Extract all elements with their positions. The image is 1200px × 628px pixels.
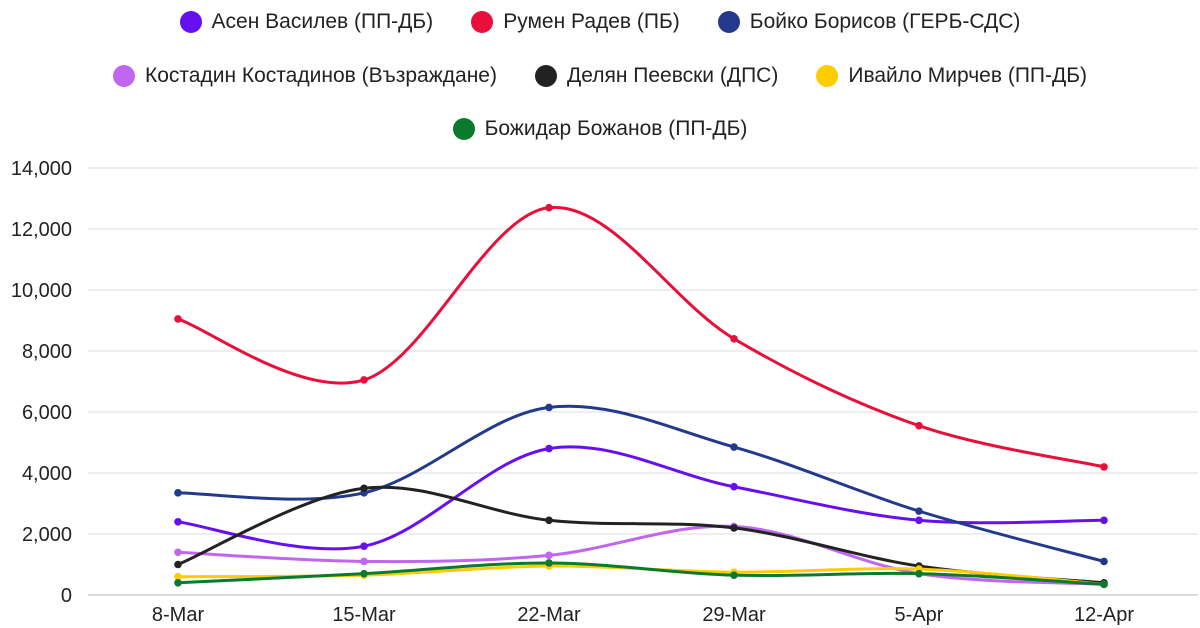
series-line: [176, 206, 1106, 469]
legend-label: Асен Василев (ПП-ДБ): [211, 10, 434, 33]
y-tick-label: 10,000: [11, 280, 72, 302]
y-tick-label: 0: [61, 585, 72, 607]
series-1: [174, 444, 1108, 551]
data-point: [545, 444, 553, 453]
data-point: [730, 482, 738, 491]
legend-label: Костадин Костадинов (Възраждане): [145, 64, 497, 87]
grid-lines: [88, 167, 1198, 596]
data-point: [915, 569, 923, 578]
series-4: [174, 522, 1108, 589]
data-point: [174, 489, 182, 497]
data-point: [1100, 557, 1108, 566]
data-point: [360, 569, 368, 578]
legend-item[interactable]: Костадин Костадинов (Възраждане): [113, 64, 497, 88]
data-point: [1100, 463, 1108, 471]
legend-marker-icon: [816, 65, 839, 87]
data-point: [730, 443, 738, 451]
data-point: [1100, 580, 1108, 589]
data-point: [545, 559, 553, 567]
data-point: [545, 403, 553, 412]
data-point: [545, 551, 553, 560]
data-point: [915, 507, 923, 515]
data-point: [174, 572, 182, 581]
data-point: [174, 315, 182, 323]
data-point: [174, 548, 182, 557]
x-tick-label: 22-Mar: [517, 604, 581, 626]
legend-label: Ивайло Мирчев (ПП-ДБ): [848, 64, 1087, 87]
x-tick-label: 12-Apr: [1074, 604, 1134, 626]
x-axis: 8-Mar 15-Mar 22-Mar 29-Mar 5-Apr 12-Apr: [152, 604, 1134, 626]
x-tick-label: 5-Apr: [895, 604, 944, 626]
legend-label: Делян Пеевски (ДПС): [566, 64, 779, 87]
legend-row-3: Божидар Божанов (ПП-ДБ): [0, 117, 1200, 141]
y-tick-label: 2,000: [22, 524, 72, 546]
data-point: [545, 516, 553, 525]
series-line: [176, 445, 1106, 551]
data-point: [545, 203, 553, 212]
data-point: [360, 484, 368, 493]
legend-item[interactable]: Румен Радев (ПБ): [471, 10, 680, 34]
series-3: [174, 403, 1108, 566]
x-tick-label: 8-Mar: [152, 604, 205, 626]
y-tick-label: 4,000: [22, 463, 72, 485]
series-2: [174, 203, 1108, 471]
legend-item[interactable]: Божидар Божанов (ПП-ДБ): [452, 117, 748, 141]
legend-label: Румен Радев (ПБ): [503, 10, 680, 33]
x-tick-label: 15-Mar: [332, 604, 396, 626]
series-line: [176, 524, 1106, 586]
data-point: [360, 557, 368, 566]
y-axis: 0 2,000 4,000 6,000 8,000 10,000 12,000 14,000: [11, 158, 72, 607]
data-point: [1100, 516, 1108, 525]
y-tick-label: 6,000: [22, 402, 72, 424]
legend-label: Божидар Божанов (ПП-ДБ): [484, 117, 748, 140]
data-point: [915, 421, 923, 430]
data-point: [360, 542, 368, 550]
series-line: [176, 561, 1106, 586]
legend-marker-icon: [452, 118, 475, 140]
data-point: [174, 560, 182, 569]
legend-marker-icon: [717, 11, 740, 33]
y-tick-label: 14,000: [11, 158, 72, 180]
data-point: [730, 335, 738, 343]
data-point: [915, 516, 923, 525]
data-point: [730, 524, 738, 532]
series-lines: [174, 203, 1108, 589]
legend-label: Бойко Борисов (ГЕРБ-СДС): [749, 10, 1021, 33]
legend-item[interactable]: Асен Василев (ПП-ДБ): [179, 10, 434, 34]
data-point: [174, 518, 182, 526]
legend-row-1: Асен Василев (ПП-ДБ) Румен Радев (ПБ) Бойк…: [0, 10, 1200, 34]
data-point: [174, 579, 182, 587]
legend-marker-icon: [113, 65, 135, 87]
y-tick-label: 12,000: [11, 219, 72, 241]
data-point: [360, 376, 368, 384]
legend-marker-icon: [534, 65, 557, 87]
series-line: [176, 404, 1106, 563]
legend-item[interactable]: Ивайло Мирчев (ПП-ДБ): [816, 64, 1087, 88]
series-7: [174, 559, 1108, 589]
y-tick-label: 8,000: [22, 341, 72, 363]
x-tick-label: 29-Mar: [702, 604, 766, 626]
legend-marker-icon: [471, 11, 494, 33]
legend-row-2: Костадин Костадинов (Възраждане) Делян Пе…: [0, 64, 1200, 88]
data-point: [730, 571, 738, 579]
legend-item[interactable]: Бойко Борисов (ГЕРБ-СДС): [717, 10, 1021, 34]
legend-marker-icon: [179, 11, 202, 33]
legend-item[interactable]: Делян Пеевски (ДПС): [534, 64, 779, 88]
